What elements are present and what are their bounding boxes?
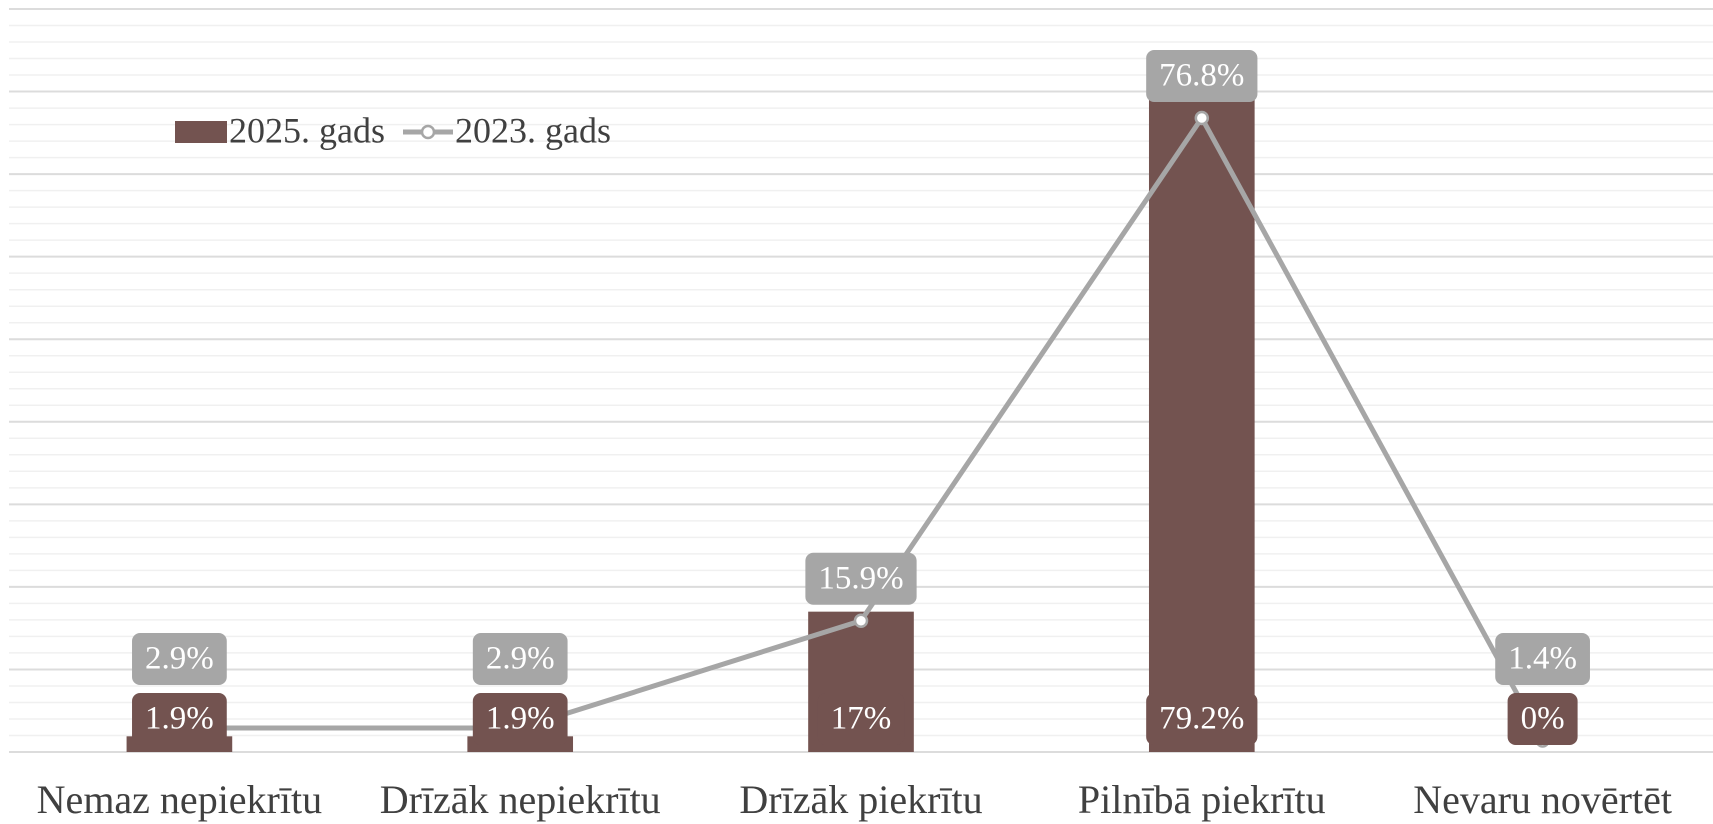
legend-swatch [175, 121, 227, 143]
data-label-bg [132, 693, 227, 745]
data-label-box: 17% [817, 693, 905, 745]
data-label: 17% [831, 701, 892, 737]
data-label: 2.9% [145, 641, 214, 677]
data-label-bg [805, 552, 917, 605]
x-tick-label: Drīzāk nepiekrītu [380, 777, 661, 822]
legend-label: 2025. gads [229, 110, 385, 150]
data-label-box: 0% [1507, 693, 1578, 745]
data-label-bg [1146, 49, 1258, 102]
data-label: 1.9% [486, 701, 555, 737]
data-label: 2.9% [486, 641, 555, 677]
data-label-box: 1.4% [1495, 633, 1590, 685]
data-label-bg [132, 633, 227, 685]
data-label: 79.2% [1159, 701, 1244, 737]
line-marker [853, 613, 869, 628]
data-label-box: 76.8% [1146, 49, 1258, 102]
data-label-box: 15.9% [805, 552, 917, 605]
data-label: 76.8% [1159, 58, 1244, 94]
data-label-box: 2.9% [132, 633, 227, 685]
legend-label: 2023. gads [455, 110, 611, 150]
data-label: 1.4% [1508, 641, 1577, 677]
data-label-box: 79.2% [1146, 693, 1258, 745]
data-label-box: 1.9% [472, 693, 568, 745]
data-label: 15.9% [818, 560, 903, 596]
x-tick-label: Nevaru novērtēt [1413, 777, 1672, 822]
data-label-bg [472, 633, 568, 685]
x-tick-label: Drīzāk piekrītu [739, 777, 982, 822]
data-label-bg [1507, 693, 1578, 745]
x-tick-label: Pilnībā piekrītu [1078, 777, 1326, 822]
line-marker [1194, 110, 1210, 126]
data-label-bg [1495, 633, 1590, 685]
data-label-box: 2.9% [472, 633, 568, 685]
data-label-bg [472, 693, 568, 745]
data-label: 0% [1521, 701, 1565, 737]
data-label: 1.9% [145, 701, 214, 737]
data-label-bg [1146, 693, 1258, 745]
data-label-box: 1.9% [132, 693, 227, 745]
data-label-bg [817, 693, 905, 745]
x-tick-label: Nemaz nepiekrītu [37, 777, 322, 822]
legend-marker [420, 124, 436, 140]
bar [1148, 98, 1255, 752]
